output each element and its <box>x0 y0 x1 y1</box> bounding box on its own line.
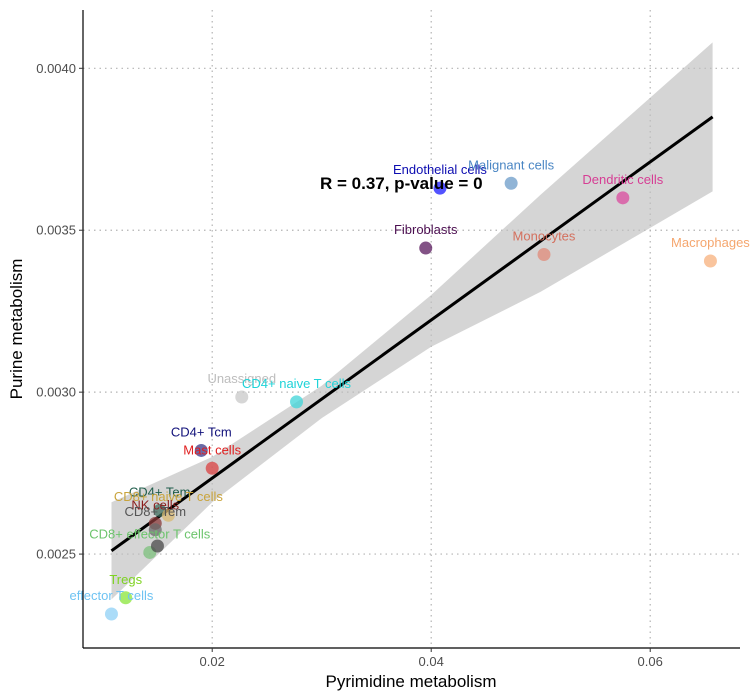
point-label: CD8+ naive T cells <box>114 489 223 504</box>
data-point <box>537 248 551 262</box>
point-label: NK cells <box>131 497 179 512</box>
x-tick-label: 0.02 <box>200 654 225 669</box>
confidence-band-layer <box>111 42 713 600</box>
point-label: effector T cells <box>70 588 154 603</box>
ticks: 0.02 0.04 0.06 0.0025 0.0030 0.0035 0.0040 <box>36 61 663 669</box>
data-point <box>235 390 249 404</box>
point-label: CD8+ effector T cells <box>89 526 211 541</box>
point-label: Endothelial cells <box>393 162 487 177</box>
point-label: Unassigned <box>207 371 276 386</box>
data-point <box>616 191 630 205</box>
y-tick-label: 0.0025 <box>36 547 76 562</box>
y-tick-label: 0.0040 <box>36 61 76 76</box>
x-tick-label: 0.04 <box>419 654 444 669</box>
data-point <box>290 395 304 409</box>
data-point <box>419 241 433 255</box>
data-point <box>703 254 717 268</box>
point-label: Monocytes <box>513 229 576 244</box>
point-label: CD8+ Tem <box>124 504 186 519</box>
data-point <box>150 539 164 553</box>
point-label: Dendritic cells <box>582 172 663 187</box>
y-tick-label: 0.0030 <box>36 385 76 400</box>
data-point <box>205 461 219 475</box>
data-point <box>161 508 175 522</box>
point-label: Macrophages <box>671 235 750 250</box>
data-point <box>433 181 447 195</box>
point-label: CD4+ Tem <box>129 484 191 499</box>
data-point <box>194 443 208 457</box>
points-layer <box>104 176 717 621</box>
regression-line-layer <box>110 115 714 553</box>
x-tick-label: 0.06 <box>638 654 663 669</box>
axes <box>82 10 740 649</box>
point-label: Fibroblasts <box>394 222 458 237</box>
point-label: Mast cells <box>183 442 241 457</box>
data-point <box>148 523 162 537</box>
point-label: CD4+ Tcm <box>171 424 232 439</box>
x-axis-title: Pyrimidine metabolism <box>326 672 497 691</box>
data-point <box>104 607 118 621</box>
regression-line <box>110 115 714 553</box>
point-label: CD4+ naive T cells <box>242 376 351 391</box>
data-point <box>504 176 518 190</box>
point-label: Malignant cells <box>468 157 554 172</box>
confidence-band <box>111 42 713 600</box>
annotation-text: R = 0.37, p-value = 0 <box>320 174 483 193</box>
y-axis-title: Purine metabolism <box>7 259 26 400</box>
data-point <box>119 591 133 605</box>
y-tick-label: 0.0035 <box>36 223 76 238</box>
point-label: Tregs <box>109 572 142 587</box>
